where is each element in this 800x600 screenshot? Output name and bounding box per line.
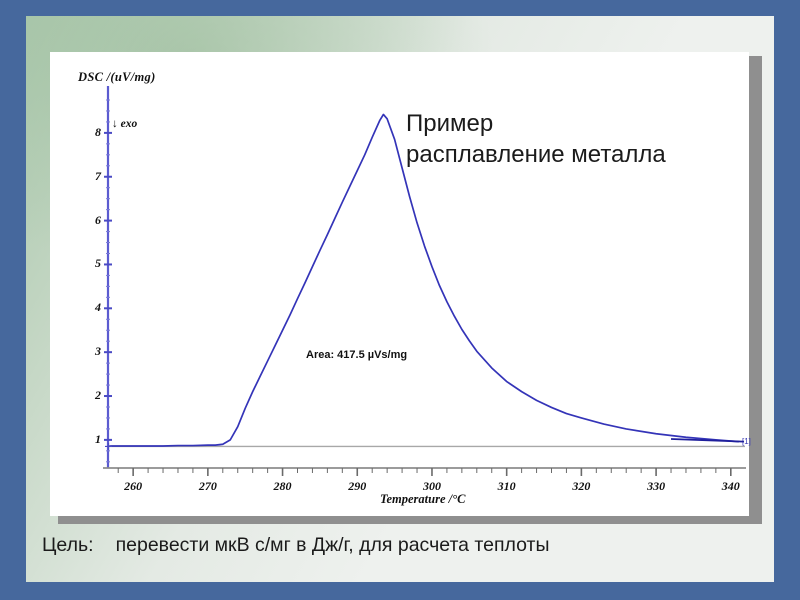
x-tick-label: 320 bbox=[572, 479, 591, 493]
x-tick-label: 330 bbox=[647, 479, 666, 493]
y-tick-label: 1 bbox=[95, 431, 101, 446]
x-tick-label: 300 bbox=[422, 479, 441, 493]
dsc-curve-plot bbox=[103, 86, 746, 476]
x-tick-label: 340 bbox=[721, 479, 740, 493]
overlay-title: Пример расплавление металла bbox=[406, 110, 666, 169]
y-tick-label: 7 bbox=[95, 168, 101, 183]
y-axis-title: DSC /(uV/mg) bbox=[78, 70, 156, 84]
x-axis-title: Temperature /°C bbox=[380, 492, 466, 506]
y-tick-label: 8 bbox=[95, 124, 101, 139]
curve-reference-annotation: [1] bbox=[742, 437, 751, 446]
x-tick-label: 290 bbox=[348, 479, 367, 493]
y-tick-label: 6 bbox=[95, 212, 101, 227]
x-tick-label: 280 bbox=[273, 479, 292, 493]
x-tick-label: 270 bbox=[198, 479, 217, 493]
y-tick-label: 2 bbox=[95, 388, 101, 403]
x-tick-label: 260 bbox=[124, 479, 143, 493]
plot-axes bbox=[103, 86, 746, 476]
y-tick-label: 5 bbox=[95, 256, 101, 271]
caption-text: перевести мкВ с/мг в Дж/г, для расчета т… bbox=[115, 534, 550, 556]
plot-series bbox=[105, 113, 745, 450]
y-tick-label: 4 bbox=[95, 300, 101, 315]
y-tick-label: 3 bbox=[95, 344, 101, 359]
exo-direction-annotation: ↓ exo bbox=[112, 118, 138, 130]
peak-area-annotation: Area: 417.5 µVs/mg bbox=[306, 349, 408, 361]
chart-panel: DSC /(uV/mg) ↓ exo Area: 417.5 µVs/mg [1… bbox=[50, 52, 751, 516]
slide-caption: Цель: перевести мкВ с/мг в Дж/г, для расч… bbox=[42, 534, 778, 557]
x-tick-label: 310 bbox=[497, 479, 516, 493]
caption-label: Цель: bbox=[42, 534, 94, 556]
